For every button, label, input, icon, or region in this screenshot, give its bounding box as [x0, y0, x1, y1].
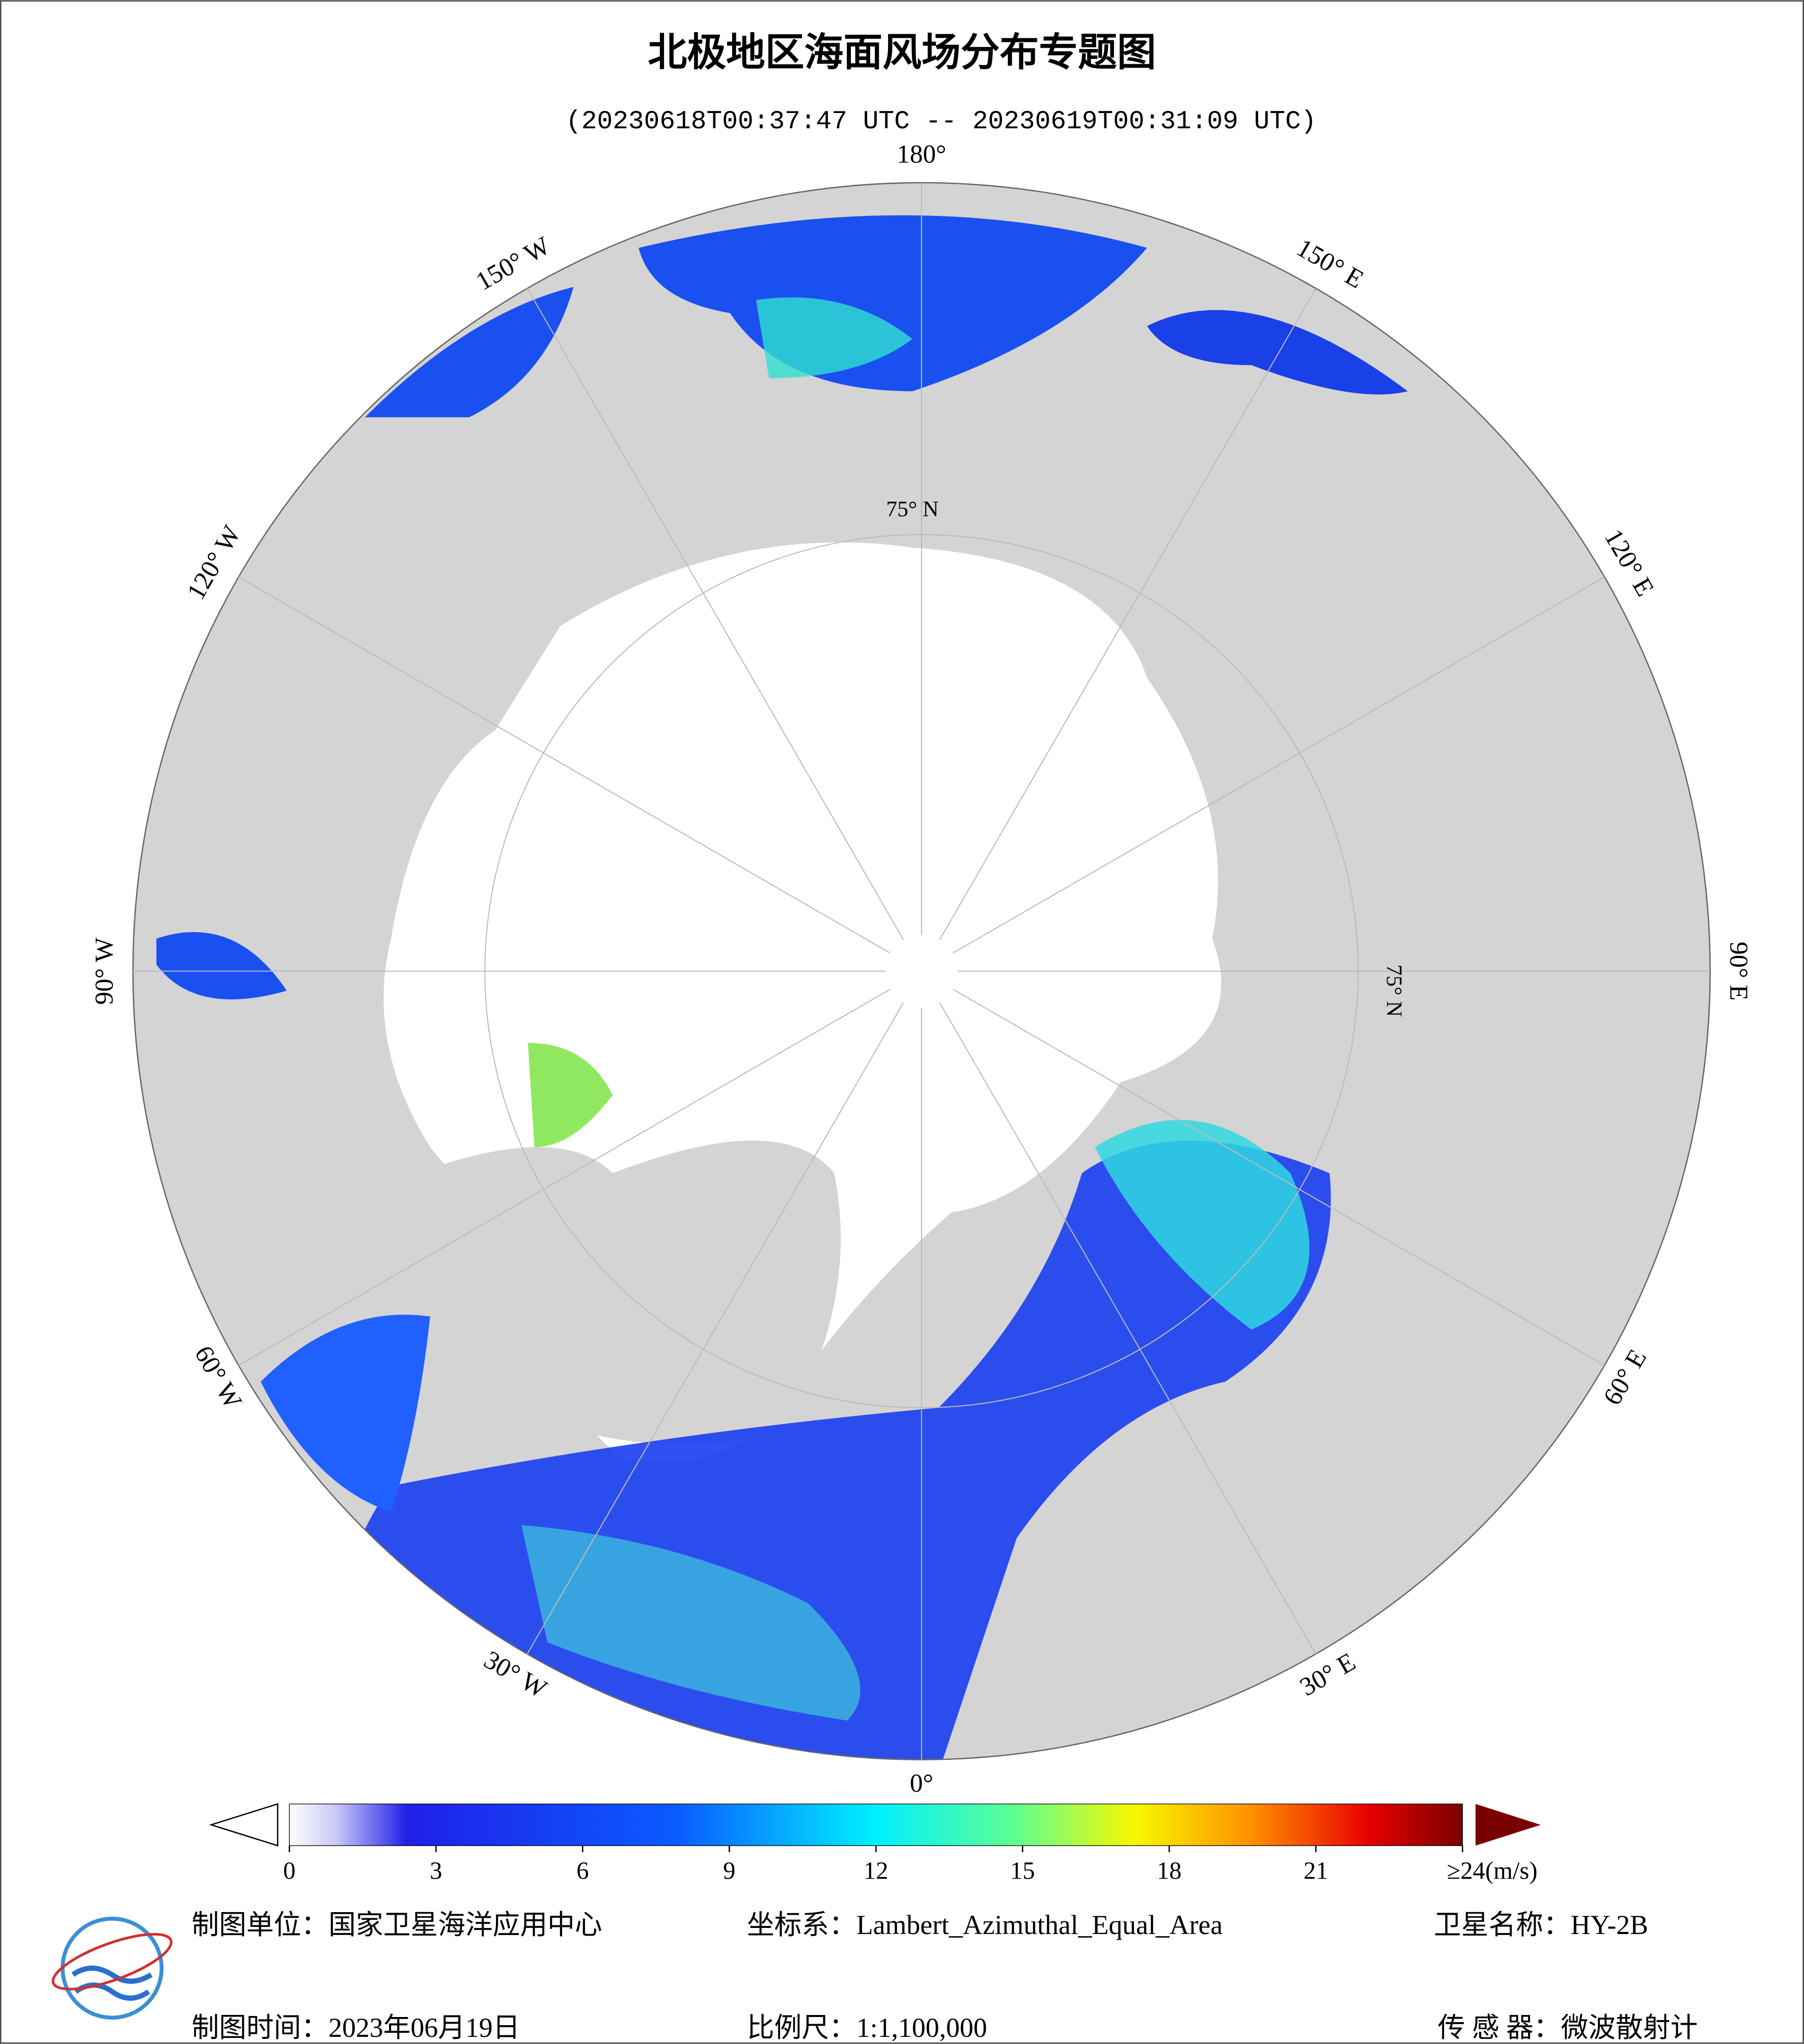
longitude-label: 0°: [910, 1769, 933, 1798]
meridian: [238, 576, 891, 954]
meridian: [939, 288, 1317, 940]
colorbar-tick-label: 18: [1157, 1857, 1182, 1884]
longitude-label: 90° W: [90, 937, 119, 1005]
colorbar-tick-label: 9: [723, 1857, 735, 1884]
logo: [51, 1916, 173, 2020]
colorbar-over: [1475, 1804, 1541, 1846]
footer-scale: 比例尺：1:1,100,000: [747, 2012, 987, 2043]
colorbar-bar: [289, 1803, 1463, 1846]
wind-field-barents: [1095, 1119, 1310, 1330]
footer-unit: 制图单位：国家卫星海洋应用中心: [191, 1910, 602, 1940]
colorbar-tick-label: ≥24(m/s): [1447, 1857, 1538, 1884]
longitude-label: 180°: [897, 139, 946, 169]
footer-projection: 坐标系：Lambert_Azimuthal_Equal_Area: [747, 1910, 1223, 1940]
colorbar-under: [209, 1803, 279, 1847]
meridian: [953, 989, 1605, 1366]
wind-field-baffin: [528, 1043, 613, 1147]
colorbar-tick-label: 6: [576, 1857, 589, 1884]
colorbar-tick-label: 3: [430, 1857, 442, 1884]
wind-field-high: [521, 1525, 861, 1721]
wind-field-alaska: [365, 287, 574, 417]
latitude-label: 75° N: [886, 497, 938, 521]
title: 北极地区海面风场分布专题图: [648, 30, 1156, 75]
footer-sensor: 传 感 器：微波散射计: [1438, 2012, 1698, 2043]
meridian: [953, 576, 1605, 954]
footer-satellite: 卫星名称：HY-2B: [1434, 1910, 1648, 1940]
colorbar-tick-label: 21: [1303, 1857, 1328, 1884]
meridian: [526, 288, 904, 940]
meridian: [238, 989, 891, 1366]
wind-field-okhotsk: [1147, 310, 1408, 395]
latitude-label: 75° N: [1382, 964, 1406, 1017]
colorbar-tick-label: 0: [283, 1857, 295, 1884]
map: [133, 182, 1710, 1760]
colorbar-tick-label: 15: [1010, 1857, 1035, 1884]
wind-field-labrador: [260, 1314, 430, 1513]
graticule: [133, 182, 1710, 1760]
meridian: [939, 1002, 1317, 1655]
meridian: [526, 1002, 904, 1655]
footer-date: 制图时间：2023年06月19日: [191, 2012, 520, 2043]
wind-field-bering-high: [756, 297, 912, 378]
colorbar: 0 3 6 9 12 15 18 21 ≥24(m/s): [209, 1803, 1541, 1884]
greenland: [417, 1140, 841, 1444]
wind-field-hudson: [156, 932, 287, 1000]
colorbar-tick-label: 12: [864, 1857, 889, 1884]
longitude-label: 90° E: [1724, 942, 1753, 1001]
subtitle: (20230618T00:37:47 UTC -- 20230619T00:31…: [566, 107, 1316, 136]
